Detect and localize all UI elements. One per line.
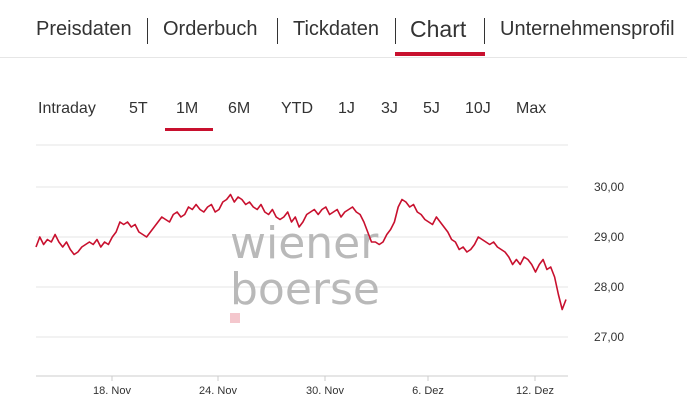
watermark-wiener: wiener	[230, 218, 379, 269]
tab-unternehmensprofil[interactable]: Unternehmensprofil	[500, 18, 675, 40]
x-axis-ticks: 18. Nov 24. Nov 30. Nov 6. Dez 12. Dez	[93, 376, 554, 397]
range-ytd[interactable]: YTD	[281, 100, 313, 117]
x-tick-label: 12. Dez	[516, 385, 554, 397]
range-max[interactable]: Max	[516, 100, 547, 117]
tab-orderbuch[interactable]: Orderbuch	[163, 18, 258, 40]
tab-preisdaten[interactable]: Preisdaten	[36, 18, 132, 40]
y-tick-label: 28,00	[594, 280, 624, 294]
tab-tickdaten[interactable]: Tickdaten	[293, 18, 379, 40]
x-tick-label: 24. Nov	[199, 385, 237, 397]
range-10j[interactable]: 10J	[465, 100, 491, 117]
tab-separator	[484, 18, 485, 44]
tab-separator	[395, 18, 396, 44]
price-chart[interactable]: wiener boerse 30,00 29,00 28,00 27,00 18. N…	[0, 140, 687, 417]
y-tick-label: 29,00	[594, 230, 624, 244]
tab-separator	[277, 18, 278, 44]
range-5j[interactable]: 5J	[423, 100, 440, 117]
watermark-boerse: boerse	[230, 264, 380, 315]
chart-watermark: wiener boerse	[230, 218, 380, 323]
top-tab-bar: Preisdaten Orderbuch Tickdaten Chart Unt…	[0, 0, 687, 58]
tab-separator	[147, 18, 148, 44]
range-6m[interactable]: 6M	[228, 100, 251, 117]
x-tick-label: 30. Nov	[306, 385, 344, 397]
x-tick-label: 18. Nov	[93, 385, 131, 397]
watermark-square	[230, 313, 240, 323]
range-3j[interactable]: 3J	[381, 100, 398, 117]
y-tick-label: 27,00	[594, 330, 624, 344]
active-tab-indicator	[395, 52, 485, 56]
price-series-line	[35, 193, 567, 311]
tab-chart[interactable]: Chart	[410, 16, 467, 42]
range-intraday[interactable]: Intraday	[38, 100, 96, 117]
range-1m[interactable]: 1M	[176, 100, 199, 117]
range-1j[interactable]: 1J	[338, 100, 355, 117]
range-5t[interactable]: 5T	[129, 100, 148, 117]
x-tick-label: 6. Dez	[412, 385, 444, 397]
active-range-indicator	[165, 128, 213, 131]
y-axis-ticks: 30,00 29,00 28,00 27,00	[594, 180, 624, 344]
y-tick-label: 30,00	[594, 180, 624, 194]
